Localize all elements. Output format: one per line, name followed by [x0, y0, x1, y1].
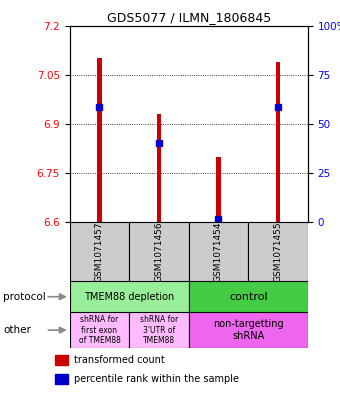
Text: TMEM88 depletion: TMEM88 depletion — [84, 292, 174, 302]
Text: GSM1071454: GSM1071454 — [214, 221, 223, 282]
Bar — [55, 354, 68, 365]
Text: GSM1071456: GSM1071456 — [154, 221, 164, 282]
Text: control: control — [229, 292, 268, 302]
Text: protocol: protocol — [3, 292, 46, 302]
Text: percentile rank within the sample: percentile rank within the sample — [74, 374, 239, 384]
Text: other: other — [3, 325, 31, 335]
Bar — [129, 312, 189, 348]
Text: transformed count: transformed count — [74, 354, 165, 365]
Bar — [156, 114, 161, 222]
Bar — [55, 374, 68, 384]
Text: shRNA for
first exon
of TMEM88: shRNA for first exon of TMEM88 — [79, 315, 120, 345]
Bar — [70, 222, 129, 281]
Bar — [189, 312, 308, 348]
Bar — [248, 222, 308, 281]
Bar — [129, 222, 189, 281]
Text: shRNA for
3'UTR of
TMEM88: shRNA for 3'UTR of TMEM88 — [140, 315, 178, 345]
Text: GSM1071455: GSM1071455 — [273, 221, 283, 282]
Text: GSM1071457: GSM1071457 — [95, 221, 104, 282]
Bar — [189, 281, 308, 312]
Bar — [275, 62, 280, 222]
Bar — [97, 58, 102, 222]
Bar — [216, 156, 221, 222]
Bar — [70, 281, 189, 312]
Bar — [70, 312, 129, 348]
Title: GDS5077 / ILMN_1806845: GDS5077 / ILMN_1806845 — [106, 11, 271, 24]
Text: non-targetting
shRNA: non-targetting shRNA — [213, 320, 284, 341]
Bar — [189, 222, 248, 281]
